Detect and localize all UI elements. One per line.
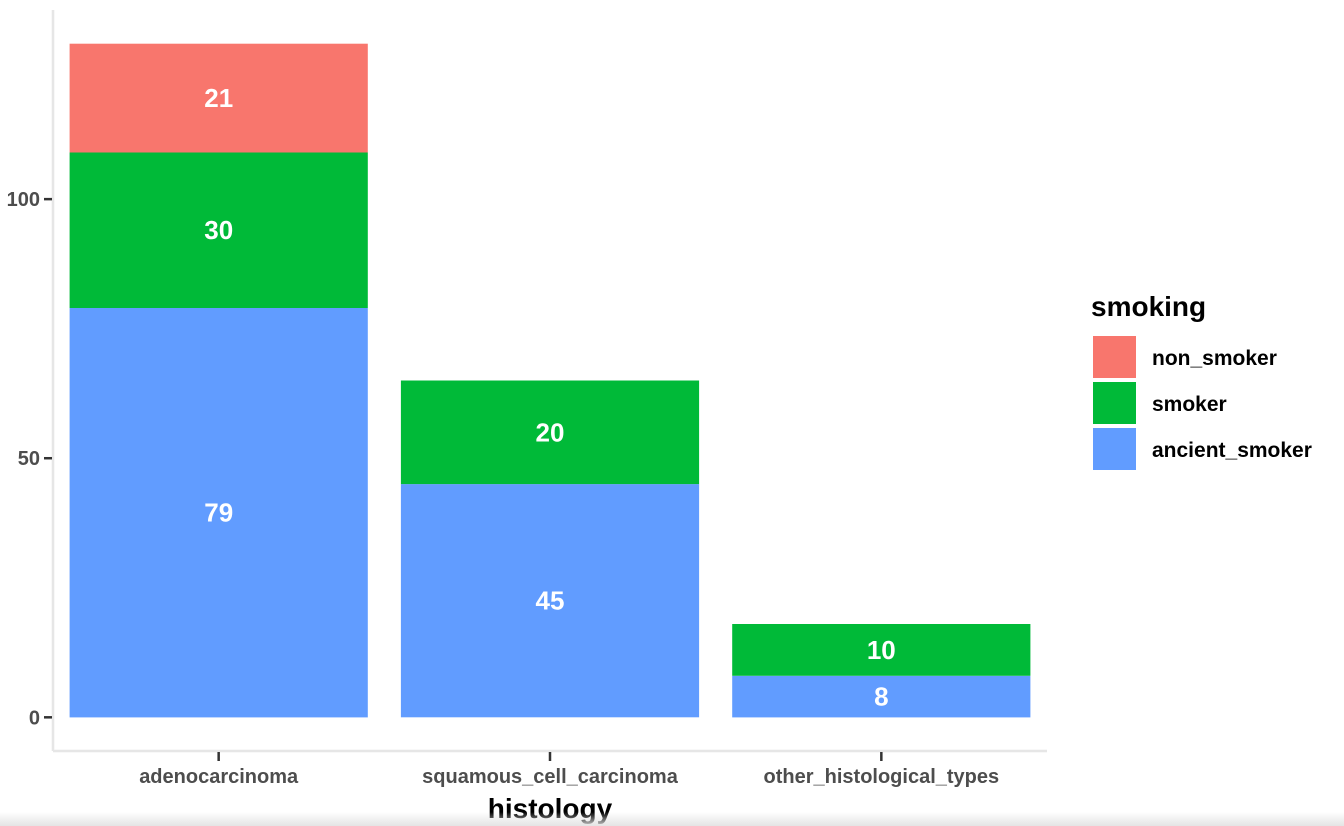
- bar-label-other-histological-types-ancient-smoker: 8: [874, 682, 888, 712]
- legend-swatch-smoker: [1091, 380, 1138, 426]
- bar-squamous-cell-carcinoma-smoker: [400, 380, 700, 485]
- bar-labels-layer: 79 30 21 45 20 8 10: [204, 83, 896, 712]
- legend-label-ancient-smoker: ancient_smoker: [1152, 439, 1312, 462]
- bar-other-histological-types-smoker: [732, 624, 1031, 676]
- bar-adenocarcinoma-non-smoker: [69, 43, 368, 153]
- legend-label-smoker: smoker: [1152, 393, 1227, 416]
- bar-label-squamous-cell-carcinoma-smoker: 20: [536, 417, 565, 447]
- bars-layer: [69, 43, 1031, 718]
- bottom-fade: [0, 812, 1344, 826]
- y-tick-label: 100: [7, 189, 40, 211]
- bar-other-histological-types-ancient-smoker: [732, 675, 1031, 718]
- bar-label-adenocarcinoma-ancient-smoker: 79: [204, 498, 233, 528]
- axes-layer: [51, 10, 1047, 753]
- legend-label-non-smoker: non_smoker: [1152, 347, 1277, 370]
- y-tick-label: 50: [18, 448, 40, 470]
- bar-label-adenocarcinoma-smoker: 30: [204, 215, 233, 245]
- legend-swatch-ancient-smoker: [1091, 426, 1138, 472]
- bar-label-squamous-cell-carcinoma-ancient-smoker: 45: [536, 586, 565, 616]
- y-ticks-layer: 0 50 100: [7, 189, 52, 729]
- legend-swatch-non-smoker: [1091, 334, 1138, 380]
- x-tick-label-adenocarcinoma: adenocarcinoma: [139, 766, 299, 788]
- bar-adenocarcinoma-smoker: [69, 152, 368, 308]
- bar-label-other-histological-types-smoker: 10: [867, 635, 896, 665]
- x-tick-label-other-histological-types: other_histological_types: [764, 766, 1000, 788]
- bar-label-adenocarcinoma-non-smoker: 21: [204, 83, 233, 113]
- x-ticks-layer: adenocarcinoma squamous_cell_carcinoma oth…: [139, 752, 999, 788]
- y-tick-label: 0: [29, 707, 40, 729]
- bar-squamous-cell-carcinoma-ancient-smoker: [400, 484, 700, 718]
- bar-adenocarcinoma-ancient-smoker: [69, 308, 368, 718]
- x-tick-label-squamous-cell-carcinoma: squamous_cell_carcinoma: [422, 766, 679, 788]
- legend-title: smoking: [1091, 291, 1206, 322]
